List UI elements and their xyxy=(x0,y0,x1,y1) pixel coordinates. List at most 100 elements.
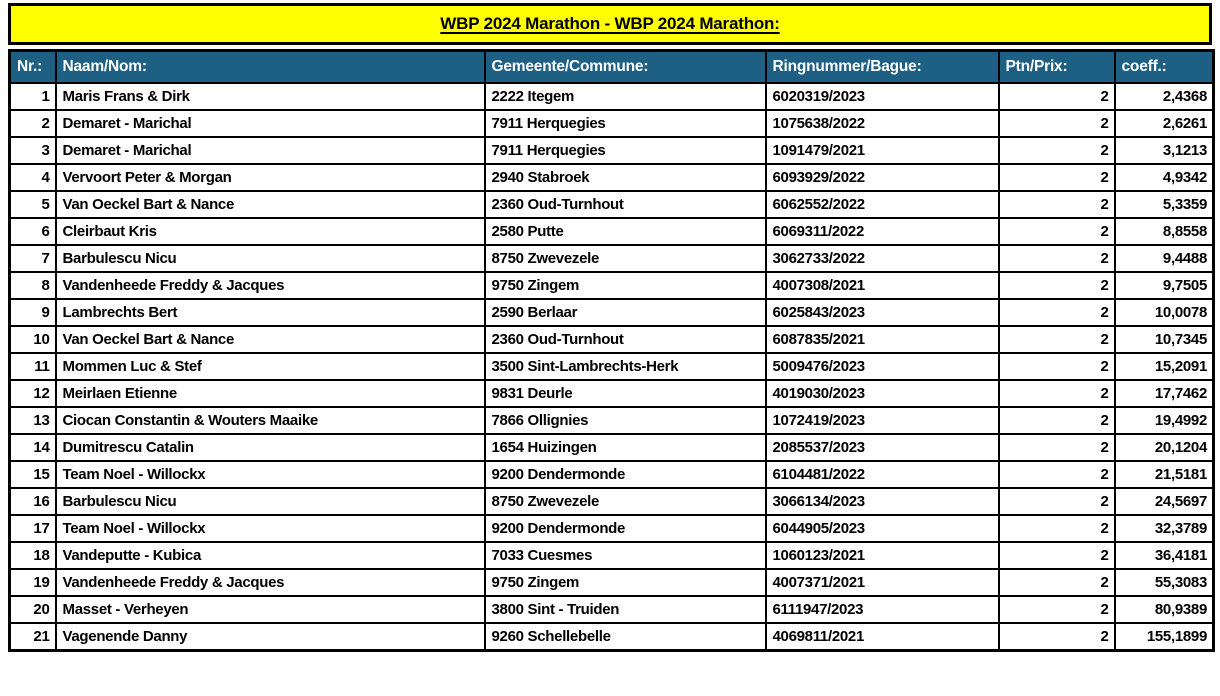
cell-name: Vandenheede Freddy & Jacques xyxy=(54,568,486,597)
cell-nr: 16 xyxy=(8,487,57,516)
cell-commune: 3500 Sint-Lambrechts-Herk xyxy=(483,352,767,381)
cell-points: 2 xyxy=(997,82,1116,111)
cell-ring: 6044905/2023 xyxy=(764,514,1000,543)
cell-name: Van Oeckel Bart & Nance xyxy=(54,325,486,354)
table-row: 17 Team Noel - Willockx 9200 Dendermonde 60… xyxy=(8,514,1215,543)
cell-coeff: 20,1204 xyxy=(1113,433,1215,462)
cell-commune: 9750 Zingem xyxy=(483,568,767,597)
table-row: 11 Mommen Luc & Stef 3500 Sint-Lambrechts-… xyxy=(8,352,1215,381)
cell-nr: 15 xyxy=(8,460,57,489)
cell-nr: 19 xyxy=(8,568,57,597)
cell-commune: 2360 Oud-Turnhout xyxy=(483,325,767,354)
cell-commune: 7866 Ollignies xyxy=(483,406,767,435)
cell-points: 2 xyxy=(997,622,1116,652)
table-row: 18 Vandeputte - Kubica 7033 Cuesmes 1060123… xyxy=(8,541,1215,570)
cell-points: 2 xyxy=(997,136,1116,165)
table-row: 12 Meirlaen Etienne 9831 Deurle 4019030/202… xyxy=(8,379,1215,408)
cell-commune: 9200 Dendermonde xyxy=(483,514,767,543)
cell-commune: 7911 Herquegies xyxy=(483,136,767,165)
cell-ring: 1072419/2023 xyxy=(764,406,1000,435)
cell-points: 2 xyxy=(997,595,1116,624)
cell-ring: 6104481/2022 xyxy=(764,460,1000,489)
table-row: 15 Team Noel - Willockx 9200 Dendermonde 61… xyxy=(8,460,1215,489)
cell-ring: 4007308/2021 xyxy=(764,271,1000,300)
cell-commune: 8750 Zwevezele xyxy=(483,487,767,516)
cell-name: Lambrechts Bert xyxy=(54,298,486,327)
cell-nr: 2 xyxy=(8,109,57,138)
cell-commune: 2360 Oud-Turnhout xyxy=(483,190,767,219)
cell-points: 2 xyxy=(997,352,1116,381)
cell-ring: 4007371/2021 xyxy=(764,568,1000,597)
cell-points: 2 xyxy=(997,568,1116,597)
cell-coeff: 80,9389 xyxy=(1113,595,1215,624)
cell-commune: 2222 Itegem xyxy=(483,82,767,111)
cell-coeff: 155,1899 xyxy=(1113,622,1215,652)
cell-coeff: 19,4992 xyxy=(1113,406,1215,435)
cell-name: Barbulescu Nicu xyxy=(54,487,486,516)
cell-name: Vandeputte - Kubica xyxy=(54,541,486,570)
column-header-name: Naam/Nom: xyxy=(54,49,486,84)
cell-ring: 6111947/2023 xyxy=(764,595,1000,624)
cell-coeff: 36,4181 xyxy=(1113,541,1215,570)
page-title: WBP 2024 Marathon - WBP 2024 Marathon: xyxy=(440,14,780,33)
cell-name: Team Noel - Willockx xyxy=(54,514,486,543)
cell-points: 2 xyxy=(997,514,1116,543)
table-row: 2 Demaret - Marichal 7911 Herquegies 107563… xyxy=(8,109,1215,138)
table-header-row: Nr.: Naam/Nom: Gemeente/Commune: Ringnummer… xyxy=(8,49,1215,84)
cell-nr: 13 xyxy=(8,406,57,435)
cell-points: 2 xyxy=(997,379,1116,408)
cell-coeff: 3,1213 xyxy=(1113,136,1215,165)
cell-nr: 1 xyxy=(8,82,57,111)
column-header-commune: Gemeente/Commune: xyxy=(483,49,767,84)
cell-nr: 12 xyxy=(8,379,57,408)
cell-coeff: 24,5697 xyxy=(1113,487,1215,516)
table-row: 6 Cleirbaut Kris 2580 Putte 6069311/2022 2 8,… xyxy=(8,217,1215,246)
cell-name: Masset - Verheyen xyxy=(54,595,486,624)
cell-ring: 3066134/2023 xyxy=(764,487,1000,516)
cell-ring: 4019030/2023 xyxy=(764,379,1000,408)
cell-nr: 5 xyxy=(8,190,57,219)
cell-coeff: 8,8558 xyxy=(1113,217,1215,246)
cell-ring: 6069311/2022 xyxy=(764,217,1000,246)
cell-ring: 5009476/2023 xyxy=(764,352,1000,381)
cell-commune: 8750 Zwevezele xyxy=(483,244,767,273)
cell-nr: 20 xyxy=(8,595,57,624)
column-header-ring: Ringnummer/Bague: xyxy=(764,49,1000,84)
cell-nr: 4 xyxy=(8,163,57,192)
cell-points: 2 xyxy=(997,244,1116,273)
cell-coeff: 2,6261 xyxy=(1113,109,1215,138)
cell-name: Maris Frans & Dirk xyxy=(54,82,486,111)
results-table: Nr.: Naam/Nom: Gemeente/Commune: Ringnummer… xyxy=(8,49,1215,652)
table-row: 1 Maris Frans & Dirk 2222 Itegem 6020319/20… xyxy=(8,82,1215,111)
cell-points: 2 xyxy=(997,271,1116,300)
cell-coeff: 4,9342 xyxy=(1113,163,1215,192)
table-row: 5 Van Oeckel Bart & Nance 2360 Oud-Turnhou… xyxy=(8,190,1215,219)
cell-ring: 6020319/2023 xyxy=(764,82,1000,111)
cell-coeff: 17,7462 xyxy=(1113,379,1215,408)
cell-commune: 9831 Deurle xyxy=(483,379,767,408)
cell-commune: 3800 Sint - Truiden xyxy=(483,595,767,624)
cell-points: 2 xyxy=(997,487,1116,516)
cell-name: Ciocan Constantin & Wouters Maaike xyxy=(54,406,486,435)
cell-points: 2 xyxy=(997,109,1116,138)
cell-nr: 8 xyxy=(8,271,57,300)
cell-nr: 17 xyxy=(8,514,57,543)
column-header-points: Ptn/Prix: xyxy=(997,49,1116,84)
cell-points: 2 xyxy=(997,190,1116,219)
cell-name: Meirlaen Etienne xyxy=(54,379,486,408)
cell-commune: 9200 Dendermonde xyxy=(483,460,767,489)
cell-name: Vandenheede Freddy & Jacques xyxy=(54,271,486,300)
cell-coeff: 15,2091 xyxy=(1113,352,1215,381)
cell-commune: 2590 Berlaar xyxy=(483,298,767,327)
cell-commune: 9260 Schellebelle xyxy=(483,622,767,652)
cell-nr: 18 xyxy=(8,541,57,570)
table-row: 9 Lambrechts Bert 2590 Berlaar 6025843/2023… xyxy=(8,298,1215,327)
table-row: 21 Vagenende Danny 9260 Schellebelle 406981… xyxy=(8,622,1215,652)
cell-name: Vagenende Danny xyxy=(54,622,486,652)
cell-name: Barbulescu Nicu xyxy=(54,244,486,273)
cell-points: 2 xyxy=(997,541,1116,570)
cell-commune: 7911 Herquegies xyxy=(483,109,767,138)
cell-points: 2 xyxy=(997,217,1116,246)
cell-name: Demaret - Marichal xyxy=(54,109,486,138)
cell-ring: 3062733/2022 xyxy=(764,244,1000,273)
